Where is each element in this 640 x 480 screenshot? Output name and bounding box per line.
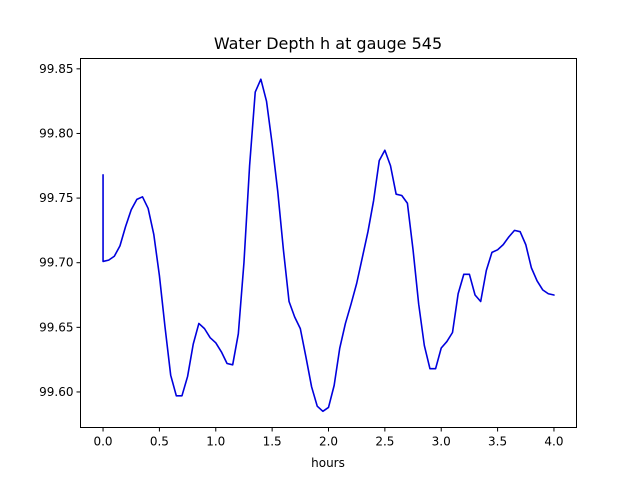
chart-title: Water Depth h at gauge 545 [214, 34, 442, 53]
plot-frame [80, 58, 577, 428]
y-tick-label: 99.70 [39, 256, 73, 270]
series-line-0 [102, 78, 555, 413]
y-tick-label: 99.85 [39, 62, 73, 76]
y-tick-label: 99.75 [39, 191, 73, 205]
x-axis: 0.0 0.5 1.0 1.5 2.0 2.5 3.0 3.5 4.0 [93, 427, 564, 449]
x-tick-label: 1.0 [206, 435, 225, 449]
x-tick-label: 2.0 [319, 435, 338, 449]
x-tick-label: 1.5 [263, 435, 282, 449]
x-tick-label: 4.0 [544, 435, 563, 449]
x-tick-label: 0.0 [93, 435, 112, 449]
y-tick-label: 99.60 [39, 385, 73, 399]
x-tick-label: 2.5 [375, 435, 394, 449]
x-tick-label: 3.0 [432, 435, 451, 449]
x-tick-label: 3.5 [488, 435, 507, 449]
y-tick-label: 99.80 [39, 126, 73, 140]
x-axis-label: hours [311, 456, 345, 470]
x-tick-label: 0.5 [150, 435, 169, 449]
y-axis: 99.60 99.65 99.70 99.75 99.80 99.85 [39, 62, 81, 399]
plot-area [102, 78, 555, 413]
y-tick-label: 99.65 [39, 320, 73, 334]
